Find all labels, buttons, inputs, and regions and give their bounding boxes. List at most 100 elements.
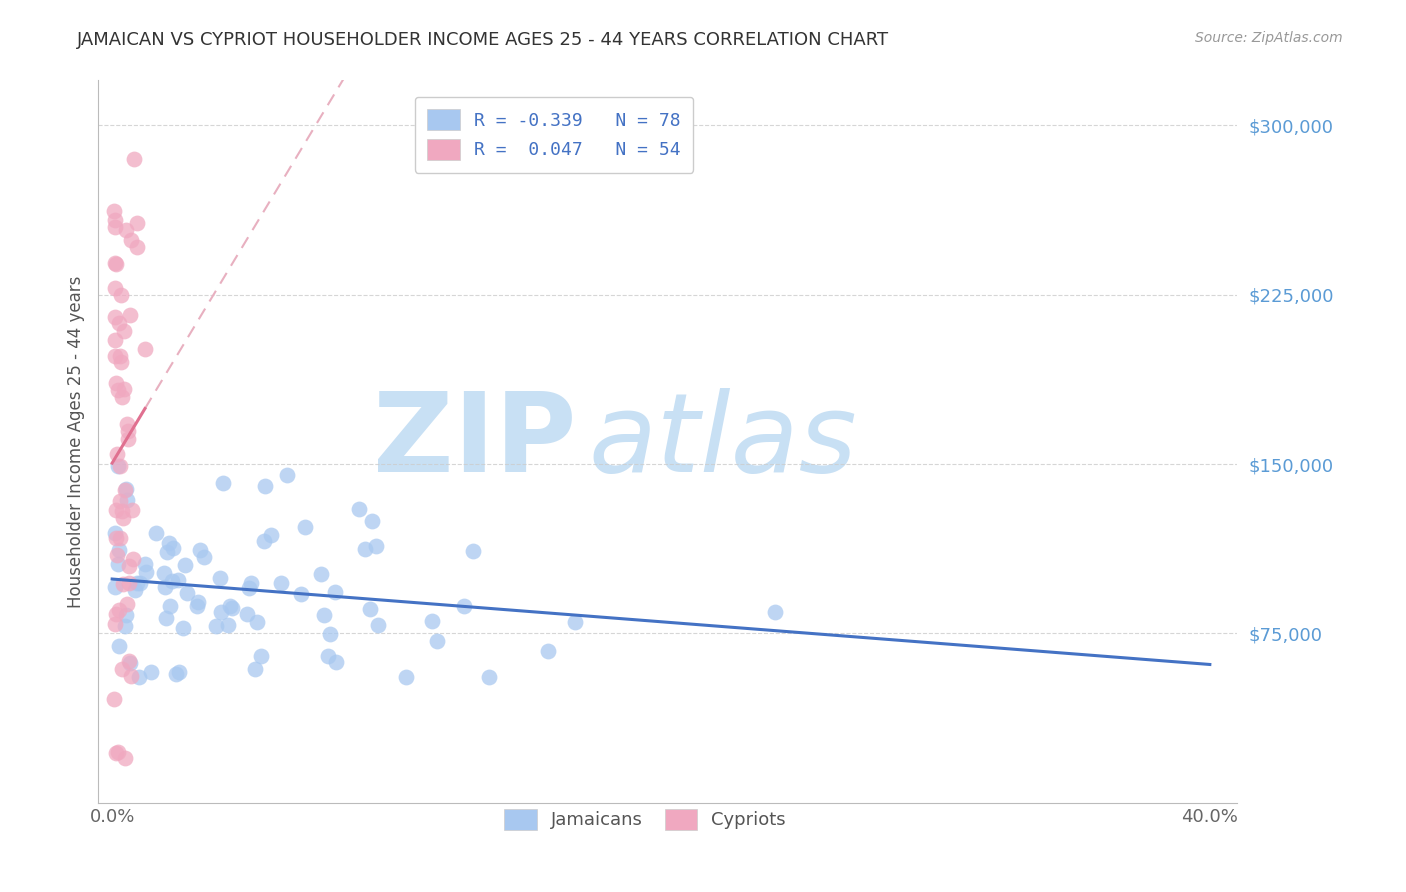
Point [165, 666, 187, 681]
Point [118, 576, 141, 591]
Text: ZIP: ZIP [374, 388, 576, 495]
Point [564, 615, 586, 629]
Text: Source: ZipAtlas.com: Source: ZipAtlas.com [1195, 31, 1343, 45]
Point [127, 216, 149, 230]
Point [118, 308, 141, 322]
Point [114, 483, 136, 497]
Point [104, 333, 127, 347]
Point [107, 557, 129, 571]
Point [108, 531, 131, 545]
Point [361, 514, 384, 528]
Point [294, 520, 316, 534]
Point [120, 657, 142, 671]
Point [453, 599, 475, 613]
Point [125, 240, 148, 254]
Point [104, 376, 127, 390]
Point [478, 670, 501, 684]
Point [120, 234, 142, 248]
Text: atlas: atlas [588, 388, 856, 495]
Point [108, 494, 131, 508]
Point [359, 602, 381, 616]
Point [239, 575, 262, 590]
Point [108, 543, 131, 558]
Point [104, 213, 127, 227]
Point [260, 528, 283, 542]
Point [145, 525, 167, 540]
Point [104, 349, 127, 363]
Point [117, 559, 139, 574]
Point [115, 482, 138, 496]
Point [162, 541, 184, 555]
Point [167, 665, 190, 679]
Point [166, 573, 188, 587]
Point [347, 502, 370, 516]
Point [135, 565, 157, 579]
Point [105, 548, 128, 562]
Point [105, 257, 128, 271]
Point [104, 503, 127, 517]
Point [120, 669, 142, 683]
Point [115, 493, 138, 508]
Point [115, 607, 138, 622]
Point [117, 417, 139, 432]
Point [105, 607, 128, 621]
Point [763, 605, 786, 619]
Point [394, 669, 416, 683]
Point [117, 424, 139, 438]
Point [124, 583, 146, 598]
Point [107, 459, 129, 474]
Point [104, 580, 127, 594]
Point [160, 574, 183, 588]
Point [238, 582, 260, 596]
Point [157, 536, 180, 550]
Point [309, 566, 332, 581]
Point [245, 662, 267, 676]
Point [107, 384, 129, 398]
Point [121, 503, 143, 517]
Point [186, 599, 208, 613]
Point [103, 256, 125, 270]
Point [463, 544, 485, 558]
Point [354, 542, 377, 557]
Point [187, 594, 209, 608]
Point [117, 433, 139, 447]
Point [122, 153, 145, 167]
Point [290, 587, 312, 601]
Point [107, 745, 129, 759]
Point [112, 383, 135, 397]
Point [110, 288, 132, 302]
Point [115, 597, 138, 611]
Point [420, 614, 443, 628]
Point [111, 662, 134, 676]
Point [318, 627, 340, 641]
Point [104, 310, 127, 325]
Point [112, 577, 135, 591]
Point [221, 601, 243, 615]
Point [209, 571, 232, 585]
Point [111, 511, 134, 525]
Point [125, 576, 148, 591]
Point [155, 611, 177, 625]
Point [537, 644, 560, 658]
Point [111, 390, 134, 404]
Point [129, 575, 152, 590]
Point [112, 324, 135, 338]
Point [249, 648, 271, 663]
Y-axis label: Householder Income Ages 25 - 44 years: Householder Income Ages 25 - 44 years [66, 276, 84, 607]
Point [107, 639, 129, 653]
Point [103, 204, 125, 219]
Point [114, 750, 136, 764]
Text: JAMAICAN VS CYPRIOT HOUSEHOLDER INCOME AGES 25 - 44 YEARS CORRELATION CHART: JAMAICAN VS CYPRIOT HOUSEHOLDER INCOME A… [77, 31, 890, 49]
Point [153, 566, 176, 580]
Point [114, 619, 136, 633]
Point [367, 617, 389, 632]
Point [188, 543, 211, 558]
Point [134, 557, 156, 571]
Point [217, 618, 239, 632]
Point [104, 525, 127, 540]
Point [253, 478, 276, 492]
Legend: Jamaicans, Cypriots: Jamaicans, Cypriots [496, 802, 793, 837]
Point [209, 606, 232, 620]
Point [122, 551, 145, 566]
Point [159, 599, 181, 614]
